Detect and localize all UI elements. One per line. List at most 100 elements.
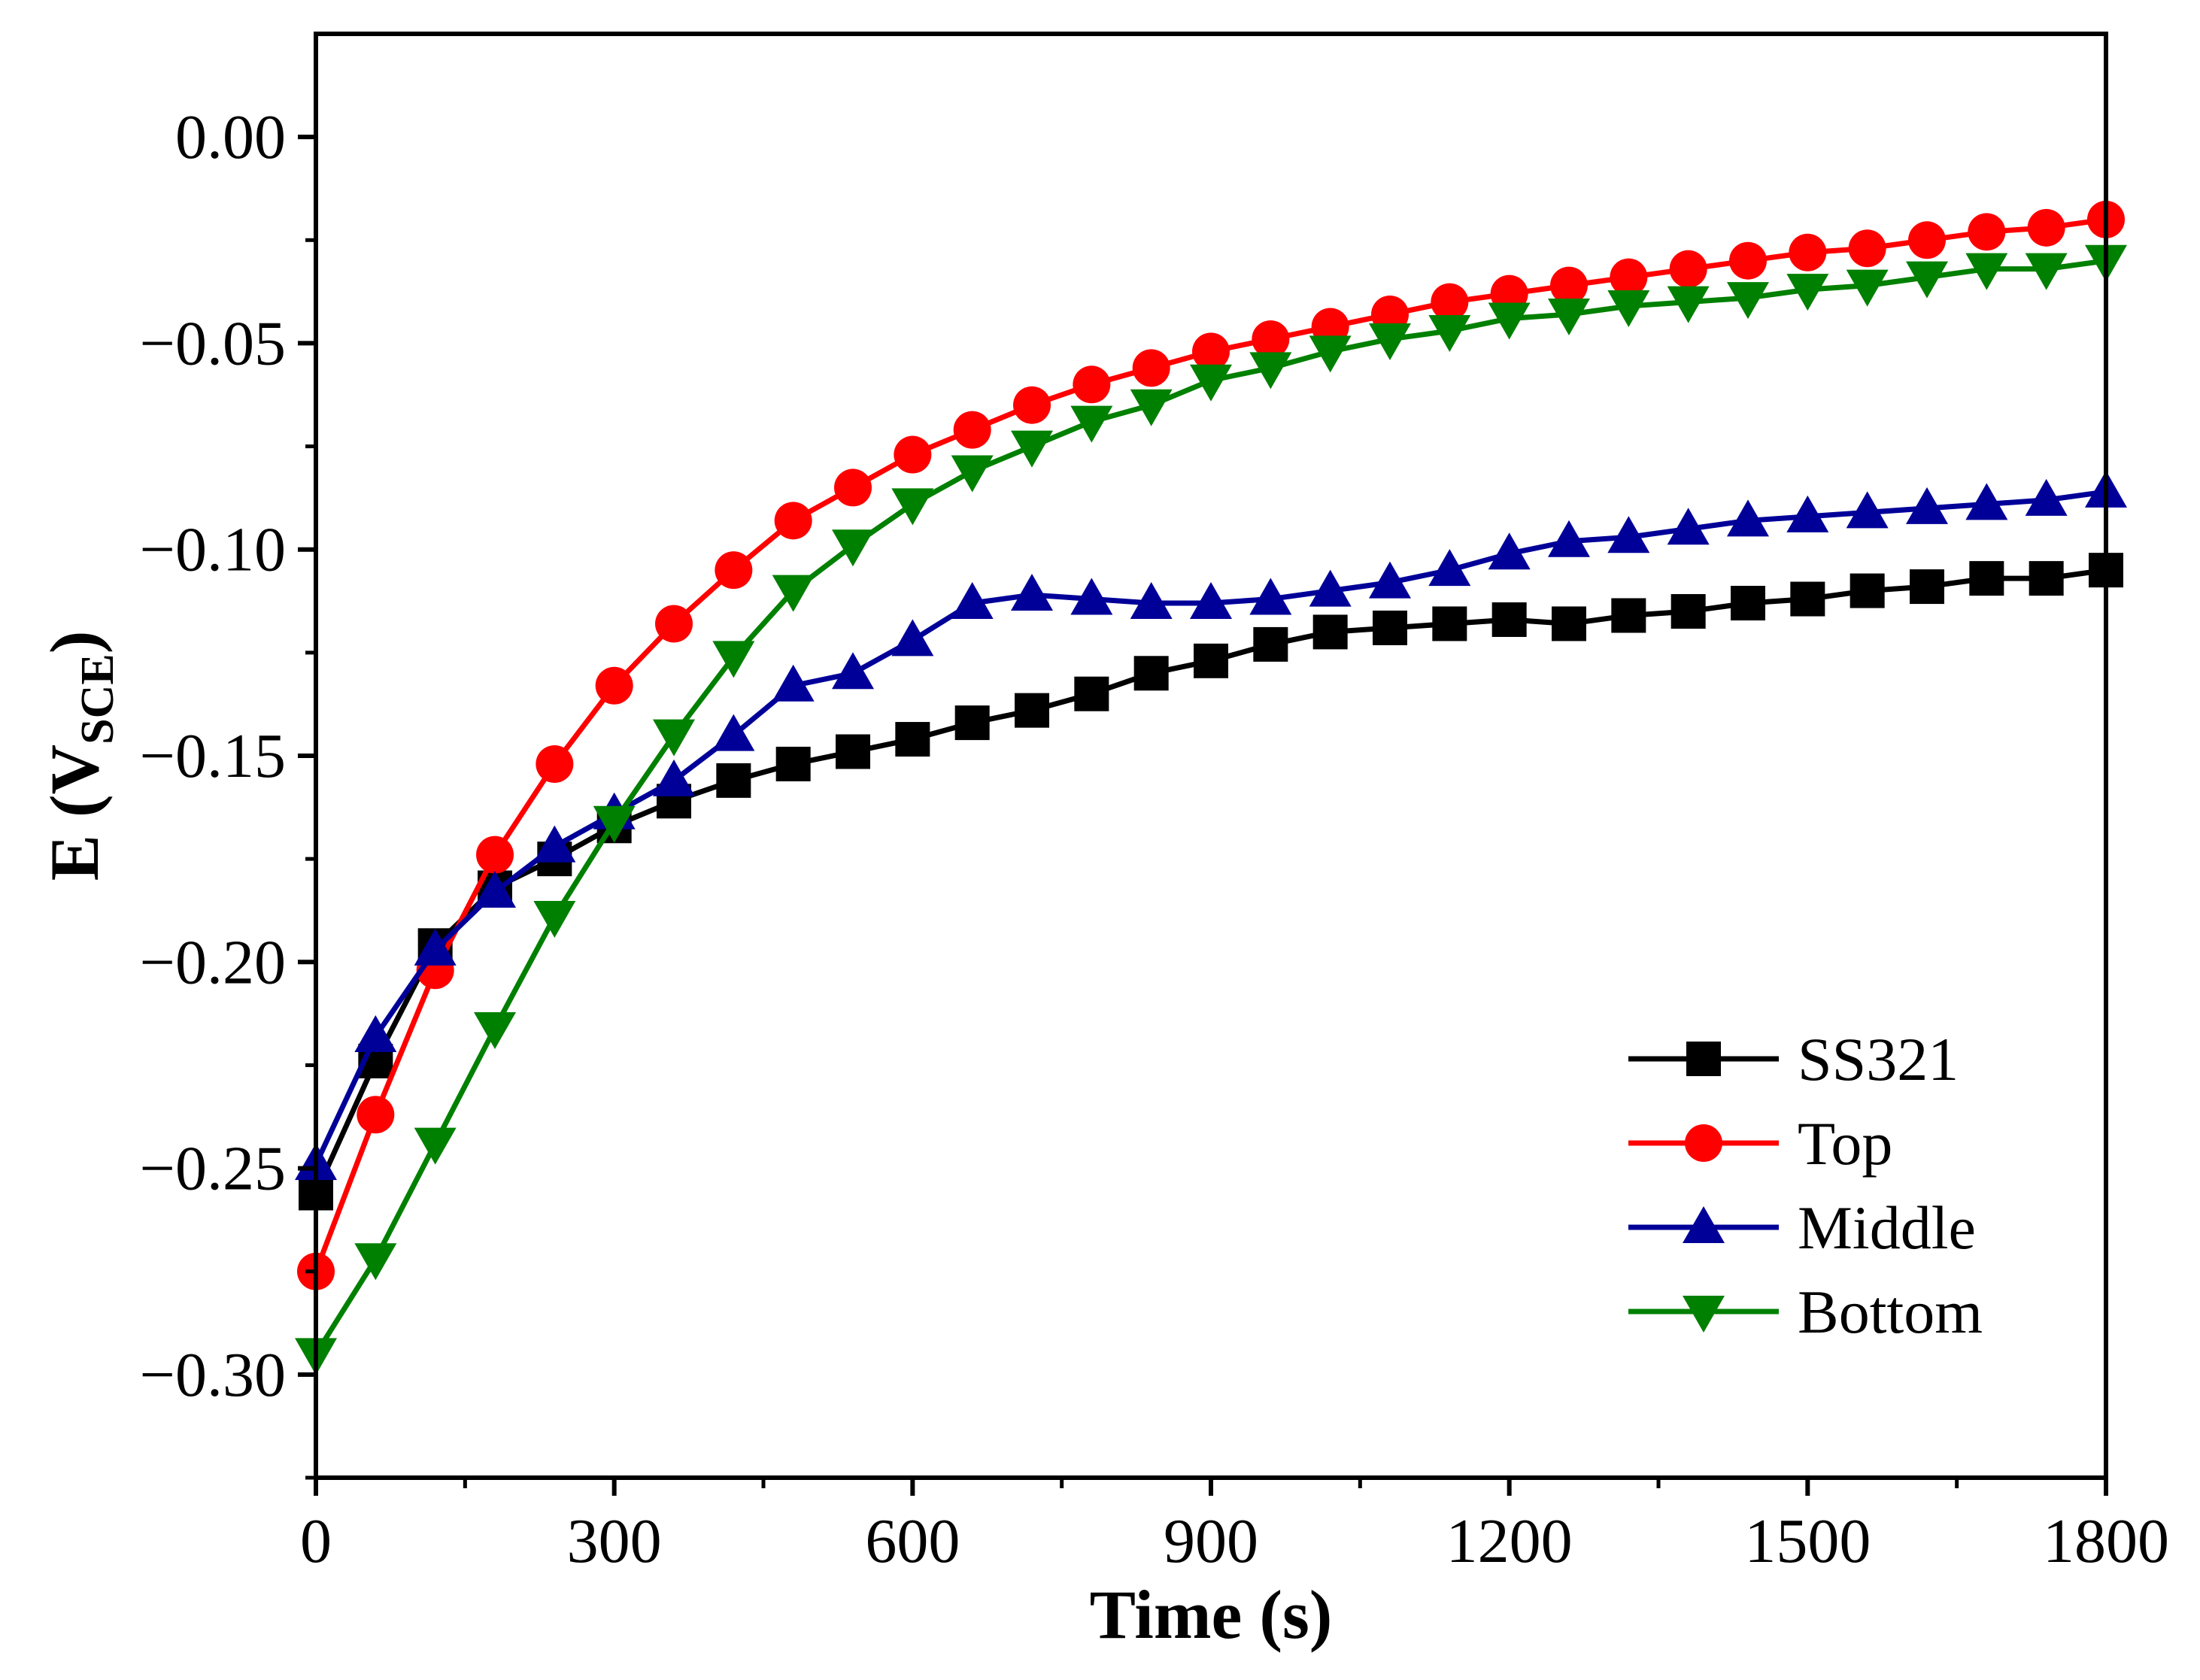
data-point-middle [1488,532,1531,570]
data-point-top [2027,208,2065,247]
data-point-bottom [1070,405,1113,443]
legend-label-top: Top [1798,1109,1892,1178]
legend-marker-middle [1683,1206,1725,1243]
y-tick-label: −0.20 [140,927,286,997]
data-point-bottom [414,1127,457,1165]
data-point-bottom [951,455,994,493]
series-bottom [295,244,2127,1375]
data-point-bottom [1011,430,1053,468]
data-point-bottom [1428,314,1471,352]
data-point-top [1669,250,1707,288]
data-point-top [774,502,812,540]
x-tick-label: 1200 [1446,1506,1573,1576]
data-point-bottom [1607,290,1650,328]
x-tick-label: 1800 [2043,1506,2169,1576]
legend-marker-ss321 [1686,1042,1721,1076]
data-point-ss321 [1731,586,1765,621]
data-point-ss321 [1432,606,1467,641]
y-axis-title-subscript: SCE [72,654,123,744]
data-point-ss321 [1015,693,1049,728]
data-point-middle [1727,499,1769,537]
x-tick-label: 600 [865,1506,960,1576]
data-point-ss321 [1312,614,1348,650]
data-point-top [1550,266,1588,305]
data-point-middle [1548,520,1590,557]
data-point-middle [1965,483,2008,520]
data-point-bottom [593,805,636,843]
data-point-middle [891,619,934,657]
x-tick-label: 900 [1164,1506,1258,1576]
data-point-middle [1786,495,1829,532]
y-tick-label: −0.15 [140,721,286,791]
x-tick-label: 300 [567,1506,662,1576]
data-point-ss321 [836,734,870,769]
data-point-bottom [653,719,695,757]
data-point-middle [712,714,755,751]
data-point-middle [474,871,516,908]
data-point-top [1132,349,1170,387]
data-point-top [655,605,693,643]
data-point-ss321 [1373,610,1407,645]
data-point-top [357,1096,395,1134]
data-point-bottom [1488,302,1531,340]
series-line-bottom [314,258,2107,1356]
data-point-bottom [891,488,934,526]
data-point-bottom [712,641,755,678]
data-point-middle [2025,478,2068,516]
y-tick-label: −0.10 [140,515,286,585]
data-point-bottom [772,575,815,612]
data-point-middle [832,652,874,690]
data-point-middle [1906,487,1948,524]
data-point-bottom [1548,299,1590,336]
x-tick-label: 0 [300,1506,332,1576]
legend-marker-top [1685,1124,1722,1162]
data-point-middle [1130,582,1173,620]
x-tick-label: 1500 [1744,1506,1871,1576]
data-point-middle [1607,516,1650,553]
data-point-middle [1070,578,1113,615]
data-point-bottom [1906,261,1948,299]
y-tick-label: 0.00 [175,102,286,172]
data-point-top [476,835,514,874]
data-point-middle [1369,561,1411,599]
data-point-bottom [1190,364,1232,402]
data-point-top [536,744,574,783]
data-point-top [894,435,932,474]
data-point-middle [653,759,695,796]
data-point-top [1192,332,1230,371]
data-point-bottom [2025,253,2068,290]
y-axis-title: E (VSCE) [36,631,123,881]
data-point-bottom [1727,282,1769,320]
data-point-bottom [1965,253,2008,290]
data-point-bottom [832,529,874,567]
data-point-ss321 [1133,656,1169,691]
data-point-ss321 [1790,581,1825,617]
data-point-ss321 [1253,626,1288,662]
data-point-ss321 [954,705,990,741]
data-point-ss321 [1910,569,1944,605]
data-point-middle [1309,569,1352,607]
data-point-top [1908,221,1946,259]
data-point-middle [1846,491,1889,529]
data-point-top [595,666,633,705]
data-point-bottom [1309,335,1352,373]
legend-label-ss321: SS321 [1798,1025,1959,1093]
data-point-middle [1011,574,1053,611]
data-point-top [1252,320,1290,358]
data-point-top [1968,213,2006,251]
data-point-bottom [1786,274,1829,311]
legend-marker-bottom [1683,1296,1725,1333]
legend: SS321 Top Middle Bottom [1628,1025,1983,1346]
data-point-ss321 [1074,676,1109,711]
axis-ticks: 0 300 600 900 1200 1500 1800 0.00 −0.05 −0.10 −0.1… [140,102,2169,1576]
data-point-middle [772,664,815,702]
legend-label-bottom: Bottom [1798,1278,1983,1346]
data-point-middle [1190,582,1232,620]
data-point-bottom [1130,389,1173,426]
x-axis-title: Time (s) [1090,1576,1333,1653]
data-point-bottom [474,1012,516,1050]
data-point-ss321 [716,763,751,798]
data-point-top [1610,258,1648,296]
y-axis-title-main: E (V [36,744,113,881]
